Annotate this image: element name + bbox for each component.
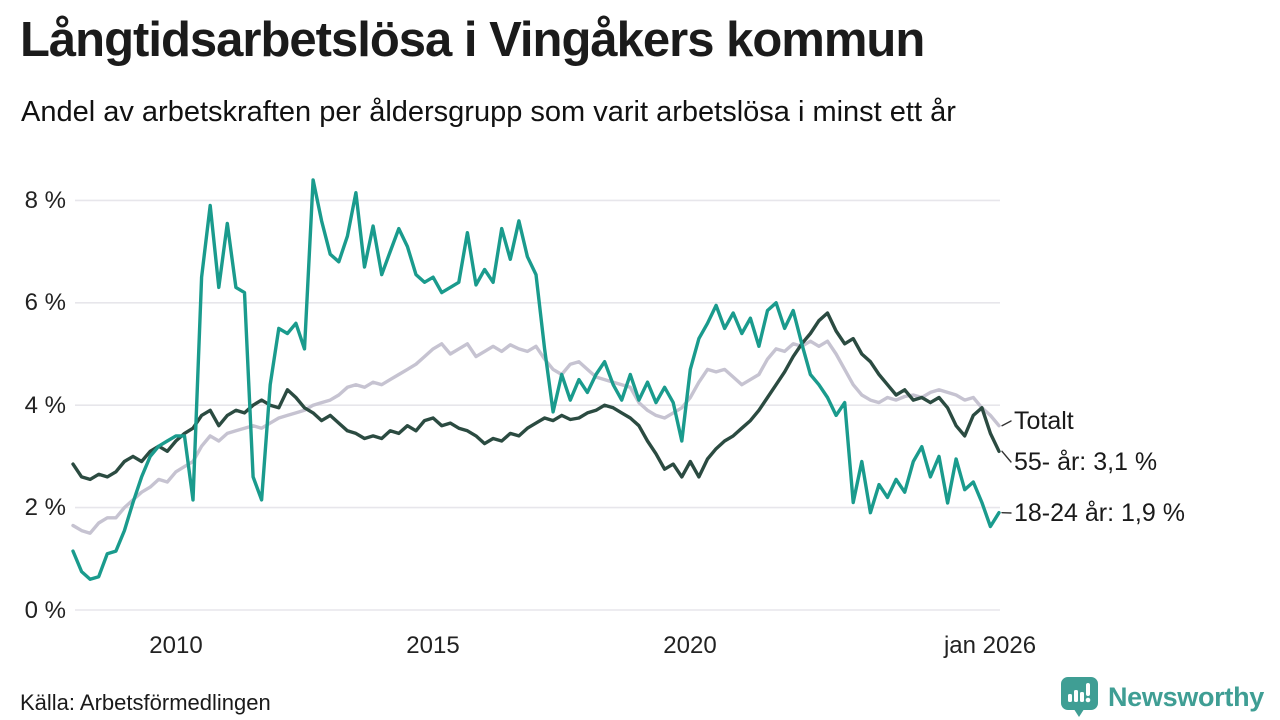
newsworthy-logo: Newsworthy	[1060, 676, 1264, 718]
page-subtitle: Andel av arbetskraften per åldersgrupp s…	[21, 96, 956, 128]
x-axis-tick-jan-2026: jan 2026	[943, 632, 1037, 659]
x-axis-tick-2010: 2010	[149, 632, 203, 659]
source-attribution: Källa: Arbetsförmedlingen	[20, 690, 271, 715]
x-axis-tick-2015: 2015	[406, 632, 460, 659]
newsworthy-wordmark: Newsworthy	[1107, 681, 1264, 712]
series-label-totalt: Totalt	[1014, 407, 1074, 435]
y-axis-tick-4: 4 %	[24, 392, 66, 419]
y-axis-tick-8: 8 %	[24, 187, 66, 214]
y-axis-tick-6: 6 %	[24, 289, 66, 316]
x-axis-tick-2020: 2020	[663, 632, 717, 659]
bar-chart-speech-bubble-icon	[1060, 676, 1099, 718]
series-label-55-plus: 55- år: 3,1 %	[1014, 448, 1158, 476]
y-axis-tick-0: 0 %	[24, 597, 66, 624]
page-title: Långtidsarbetslösa i Vingåkers kommun	[20, 13, 925, 67]
y-axis-tick-2: 2 %	[24, 494, 66, 521]
series-label-18-24: 18-24 år: 1,9 %	[1014, 499, 1185, 527]
